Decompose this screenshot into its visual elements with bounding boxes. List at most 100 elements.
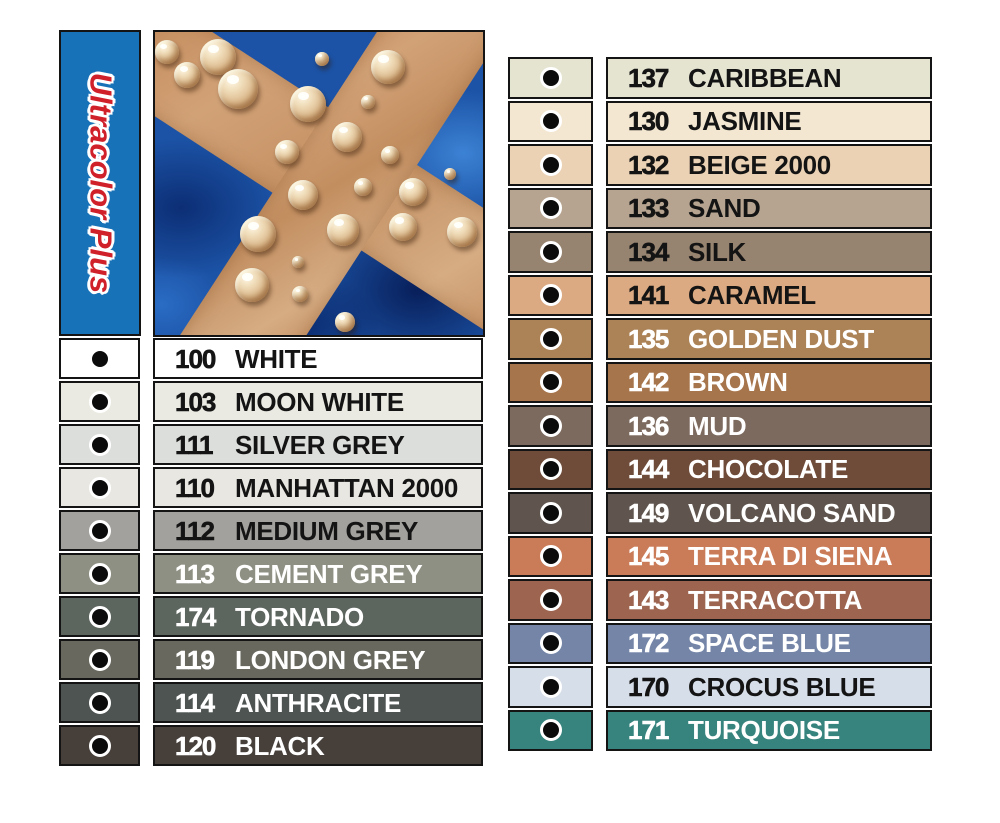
color-number: 133 [628,193,670,224]
water-droplet [235,268,269,302]
color-number: 135 [628,323,670,354]
color-row-172: 172 SPACE BLUE [606,622,932,664]
color-number: 111 [175,429,214,460]
water-droplet [354,178,372,196]
color-row-100: 100 WHITE [153,338,483,379]
swatch-120 [59,725,140,766]
swatch-143 [508,579,593,621]
color-name: CROCUS BLUE [688,671,876,702]
color-row-149: 149 VOLCANO SAND [606,492,932,534]
color-number: 119 [175,644,216,675]
color-name: SILVER GREY [235,429,405,460]
bullet-dot-icon [88,433,111,456]
water-droplet [389,213,417,241]
swatch-134 [508,231,593,273]
water-droplet [381,146,399,164]
color-row-144: 144 CHOCOLATE [606,448,932,490]
swatch-142 [508,361,593,403]
water-droplet [240,216,276,252]
swatch-137 [508,57,593,99]
color-name: BROWN [688,367,788,398]
color-name: CEMENT GREY [235,558,423,589]
bullet-dot-icon [88,691,111,714]
color-number: 103 [175,386,217,417]
swatch-144 [508,448,593,490]
color-number: 144 [628,454,670,485]
color-name: CARIBBEAN [688,62,842,93]
tile-grout-photo [153,30,485,337]
swatch-113 [59,553,140,594]
color-number: 145 [628,541,670,572]
color-row-103: 103 MOON WHITE [153,381,483,422]
water-droplet [174,62,200,88]
bullet-dot-icon [88,562,111,585]
colour-series-swatch-column [508,57,593,751]
color-name: TORNADO [235,601,364,632]
color-name: VOLCANO SAND [688,497,896,528]
water-droplet [335,312,355,332]
color-name: MUD [688,410,747,441]
color-number: 113 [175,558,216,589]
bullet-dot-icon [88,390,111,413]
swatch-103 [59,381,140,422]
color-name: MANHATTAN 2000 [235,472,459,503]
color-row-113: 113 CEMENT GREY [153,553,483,594]
color-number: 171 [628,715,670,746]
water-droplet [200,39,236,75]
color-name: TERRACOTTA [688,584,863,615]
water-droplet [218,69,258,109]
bullet-dot-icon [539,501,562,524]
swatch-145 [508,535,593,577]
color-row-142: 142 BROWN [606,361,932,403]
bullet-dot-icon [539,458,562,481]
color-row-135: 135 GOLDEN DUST [606,318,932,360]
color-number: 142 [628,367,670,398]
bullet-dot-icon [539,414,562,437]
color-name: MEDIUM GREY [235,515,419,546]
water-droplet [155,40,179,64]
swatch-114 [59,682,140,723]
color-number: 174 [175,601,217,632]
color-number: 143 [628,584,670,615]
swatch-141 [508,274,593,316]
color-row-143: 143 TERRACOTTA [606,579,932,621]
water-droplet [444,168,456,180]
color-number: 172 [628,628,670,659]
water-droplet [327,214,359,246]
water-droplet [399,178,427,206]
bullet-dot-icon [539,327,562,350]
colour-series-name-column: 137 CARIBBEAN 130 JASMINE 132 BEIGE 2000 133 SA… [606,57,932,751]
color-row-130: 130 JASMINE [606,100,932,142]
color-number: 132 [628,149,670,180]
color-number: 130 [628,106,670,137]
color-name: TERRA DI SIENA [688,541,893,572]
color-name: CHOCOLATE [688,454,849,485]
color-row-111: 111 SILVER GREY [153,424,483,465]
water-droplet [292,286,308,302]
color-row-119: 119 LONDON GREY [153,639,483,680]
color-number: 137 [628,62,670,93]
color-row-120: 120 BLACK [153,725,483,766]
bullet-dot-icon [539,545,562,568]
color-name: MOON WHITE [235,386,404,417]
bullet-dot-icon [539,197,562,220]
bullet-dot-icon [539,153,562,176]
color-row-171: 171 TURQUOISE [606,709,932,751]
bullet-dot-icon [88,347,111,370]
bullet-dot-icon [88,519,111,542]
color-row-174: 174 TORNADO [153,596,483,637]
water-droplet [275,140,299,164]
swatch-111 [59,424,140,465]
bullet-dot-icon [539,719,562,742]
color-name: TURQUOISE [688,715,840,746]
swatch-174 [59,596,140,637]
swatch-110 [59,467,140,508]
bullet-dot-icon [88,648,111,671]
color-name: ANTHRACITE [235,687,401,718]
color-number: 149 [628,497,670,528]
water-droplet [288,180,318,210]
color-row-114: 114 ANTHRACITE [153,682,483,723]
color-number: 134 [628,236,670,267]
banner-title: Ultracolor Plus [83,72,118,294]
